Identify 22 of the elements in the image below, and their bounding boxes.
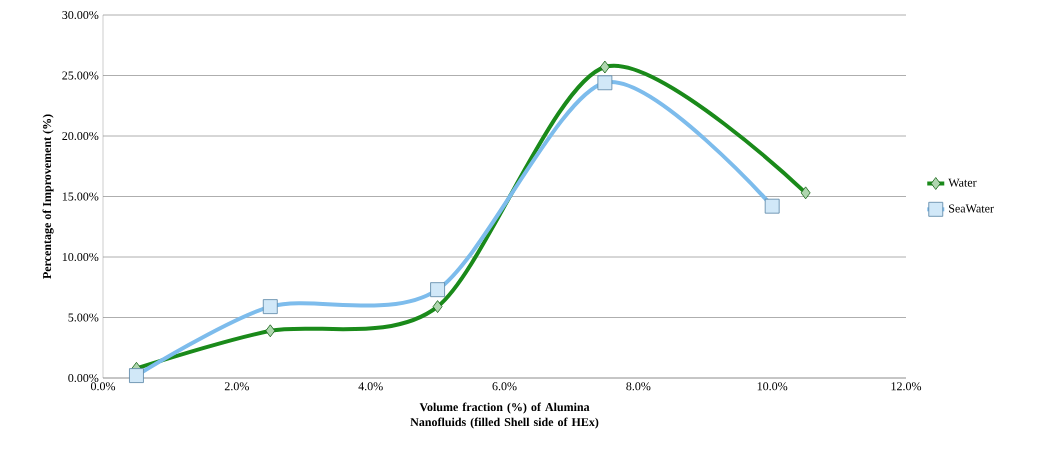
y-tick-label: 5.00% [68,313,99,322]
y-tick-label: 20.00% [62,131,99,141]
y-tick-label: 15.00% [62,192,99,201]
legend-label: SeaWater [949,204,994,213]
point [599,60,610,74]
point [432,300,443,314]
x-axis-title: Volume fraction (%) of Alumina Nanofluids (filled Shell side of HEx) [410,402,599,429]
y-axis-title: Percentage of Improvement (%) [42,114,54,279]
x-tick-label: 12.0% [891,382,922,391]
x-tick-label: 8.0% [626,382,651,391]
legend-label: Water [948,178,977,187]
y-tick-label: 0.00% [68,373,99,383]
y-tick-label: 30.00% [62,10,99,20]
y-tick-label: 25.00% [62,71,99,80]
x-tick-label: 6.0% [492,382,517,391]
point [265,324,276,338]
point [800,186,811,200]
x-tick-label: 0.0% [90,382,116,391]
x-tick-label: 4.0% [358,382,383,391]
x-tick-label: 2.0% [224,382,249,391]
x-tick-label: 10.0% [757,382,788,391]
y-tick-label: 10.00% [62,252,99,262]
